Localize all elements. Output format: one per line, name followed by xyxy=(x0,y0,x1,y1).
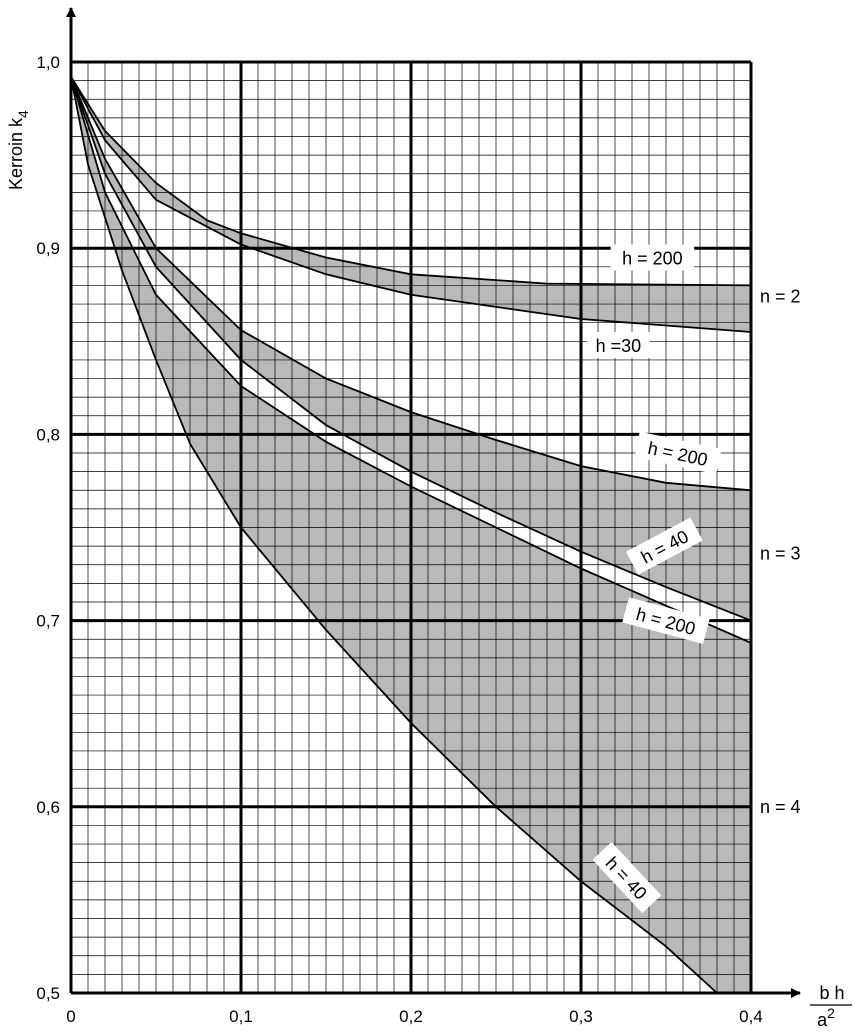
x-tick-label: 0,4 xyxy=(739,1007,763,1026)
y-tick-label: 0,7 xyxy=(36,612,60,631)
x-tick-label: 0 xyxy=(66,1007,75,1026)
y-axis-label-subscript: 4 xyxy=(15,110,31,118)
annotation-background xyxy=(610,244,695,271)
major-grid xyxy=(71,60,753,993)
axes xyxy=(66,7,801,998)
annotation-text: h =30 xyxy=(596,336,642,356)
x-axis-label-denominator-superscript: 2 xyxy=(827,1005,835,1021)
y-axis-label: Kerroin k4 xyxy=(6,110,31,190)
y-tick-label: 0,9 xyxy=(36,239,60,258)
annotation-background xyxy=(634,431,722,475)
curves xyxy=(70,76,752,994)
curve-1-lower xyxy=(70,76,752,333)
y-tick-label: 0,5 xyxy=(36,984,60,1003)
labels: Kerroin k4 b h a2 0 0,1 0,2 0,3 0,4 0,5 0,6 0,7… xyxy=(6,53,852,1030)
x-tick-label: 0,1 xyxy=(229,1007,253,1026)
x-axis-label-numerator: b h xyxy=(819,983,844,1003)
y-tick-label: 0,6 xyxy=(36,798,60,817)
group-label: n = 3 xyxy=(760,544,801,564)
y-tick-label: 0,8 xyxy=(36,425,60,444)
y-tick-label: 1,0 xyxy=(36,53,60,72)
group-label: n = 2 xyxy=(760,287,801,307)
curve-3-upper xyxy=(70,76,752,644)
group-label: n = 4 xyxy=(760,797,801,817)
annotation-background xyxy=(622,597,710,644)
annotation-text: h = 200 xyxy=(622,249,683,269)
curve-1-upper xyxy=(70,76,752,287)
annotation-background xyxy=(625,517,703,575)
annotation-background xyxy=(592,842,662,914)
x-tick-label: 0,3 xyxy=(569,1007,593,1026)
curve-annotation: h = 200 xyxy=(634,431,722,475)
curve-annotation: h = 200 xyxy=(610,244,695,271)
curve-2-lower xyxy=(70,76,752,622)
curve-2-upper xyxy=(70,76,752,492)
curve-annotation: h =30 xyxy=(587,332,650,358)
x-tick-label: 0,2 xyxy=(399,1007,423,1026)
x-axis-label-denominator: a2 xyxy=(817,1005,835,1030)
curve-3-lower xyxy=(70,76,718,994)
annotation-background xyxy=(587,332,650,358)
